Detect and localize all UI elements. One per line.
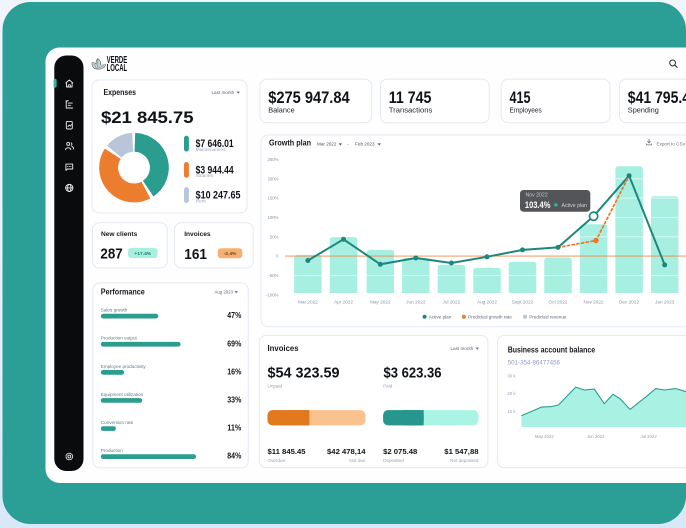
svg-text:Apr 2022: Apr 2022 — [334, 299, 353, 304]
svg-text:Active plan: Active plan — [562, 203, 587, 209]
svg-text:LOCAL: LOCAL — [107, 63, 128, 74]
svg-text:Sept 2022: Sept 2022 — [512, 299, 534, 304]
svg-text:Jun 2022: Jun 2022 — [406, 299, 426, 304]
svg-text:Maintenances: Maintenances — [196, 147, 226, 153]
svg-text:Unpaid: Unpaid — [268, 383, 283, 388]
svg-text:$41 795.48: $41 795.48 — [628, 89, 686, 107]
svg-text:Dec 2022: Dec 2022 — [619, 299, 639, 304]
svg-text:50%: 50% — [270, 234, 279, 239]
svg-text:Jun 2022: Jun 2022 — [587, 434, 605, 439]
svg-text:$54 323.59: $54 323.59 — [268, 365, 340, 381]
svg-text:Aug 2023: Aug 2023 — [215, 289, 234, 294]
svg-text:Business account balance: Business account balance — [508, 346, 596, 355]
svg-text:287: 287 — [100, 246, 122, 263]
svg-text:Nov 2022: Nov 2022 — [526, 192, 548, 198]
svg-text:Equipment utilization: Equipment utilization — [101, 392, 144, 397]
svg-text:415: 415 — [510, 89, 531, 107]
svg-text:Rent: Rent — [196, 199, 207, 205]
svg-text:Mar 2022: Mar 2022 — [317, 142, 337, 147]
svg-text:33%: 33% — [227, 396, 241, 405]
svg-text:Spending: Spending — [628, 105, 659, 114]
svg-text:Balance: Balance — [268, 105, 295, 114]
svg-text:69%: 69% — [227, 339, 241, 348]
svg-text:$11 845.45: $11 845.45 — [268, 447, 307, 456]
svg-text:Export to CSV: Export to CSV — [657, 141, 686, 146]
svg-text:Aug 2022: Aug 2022 — [477, 299, 497, 304]
svg-text:$2 075.48: $2 075.48 — [383, 447, 418, 456]
svg-text:Nov 2022: Nov 2022 — [584, 299, 604, 304]
svg-text:11%: 11% — [227, 424, 241, 433]
svg-text:$21 845.75: $21 845.75 — [101, 108, 194, 127]
svg-text:$10 247.65: $10 247.65 — [196, 190, 241, 202]
svg-text:$275 947.84: $275 947.84 — [268, 89, 350, 107]
svg-text:20 k: 20 k — [507, 391, 516, 396]
svg-text:Jul 2022: Jul 2022 — [443, 299, 461, 304]
svg-text:-100%: -100% — [266, 292, 279, 297]
svg-text:$3 623.36: $3 623.36 — [384, 365, 442, 381]
svg-text:Predicted growth rate: Predicted growth rate — [468, 315, 512, 320]
svg-text:150%: 150% — [268, 196, 279, 201]
svg-text:Employee productivity: Employee productivity — [101, 364, 147, 369]
svg-text:$3 944.44: $3 944.44 — [196, 164, 235, 176]
svg-text:+17.4%: +17.4% — [134, 251, 151, 257]
svg-text:250%: 250% — [268, 157, 279, 162]
svg-text:-2.4%: -2.4% — [224, 251, 237, 257]
svg-text:Paid: Paid — [383, 383, 393, 388]
svg-text:Feb 2023: Feb 2023 — [355, 142, 375, 147]
svg-text:Production: Production — [101, 448, 123, 453]
svg-text:Jul 2022: Jul 2022 — [640, 434, 657, 439]
svg-text:Transactions: Transactions — [389, 105, 433, 114]
svg-text:11 745: 11 745 — [389, 89, 432, 107]
svg-text:May 2022: May 2022 — [535, 434, 554, 439]
svg-text:Performance: Performance — [101, 287, 145, 296]
svg-text:Salaries: Salaries — [196, 173, 214, 179]
svg-text:Invoices: Invoices — [184, 231, 211, 238]
svg-text:$42 478,14: $42 478,14 — [327, 447, 366, 456]
svg-text:Not due: Not due — [349, 458, 366, 463]
svg-text:47%: 47% — [227, 311, 241, 320]
svg-text:VERDE: VERDE — [107, 55, 128, 66]
svg-text:Sales growth: Sales growth — [101, 308, 128, 313]
svg-text:Active plan: Active plan — [429, 315, 452, 320]
svg-text:30 k: 30 k — [507, 373, 516, 378]
svg-text:May 2022: May 2022 — [370, 299, 391, 304]
svg-text:103.4%: 103.4% — [525, 200, 551, 210]
svg-text:Production output: Production output — [101, 336, 138, 341]
svg-text:Invoices: Invoices — [268, 344, 300, 353]
svg-text:Deposited: Deposited — [383, 458, 404, 463]
svg-text:-50%: -50% — [268, 273, 278, 278]
svg-text:New clients: New clients — [101, 231, 138, 238]
svg-text:Last month: Last month — [451, 346, 474, 351]
svg-text:Last month: Last month — [212, 90, 235, 95]
svg-text:0: 0 — [276, 254, 279, 259]
svg-text:100%: 100% — [268, 215, 279, 220]
svg-text:Conversion rate: Conversion rate — [101, 420, 134, 425]
svg-text:84%: 84% — [227, 452, 241, 461]
svg-text:Mar 2022: Mar 2022 — [298, 299, 318, 304]
svg-text:-: - — [347, 142, 349, 147]
svg-text:Overdue: Overdue — [268, 458, 286, 463]
svg-text:Growth plan: Growth plan — [269, 137, 311, 147]
svg-text:Expenses: Expenses — [104, 88, 137, 97]
svg-text:$7 646.01: $7 646.01 — [196, 138, 234, 150]
svg-text:10 k: 10 k — [507, 409, 516, 414]
svg-text:161: 161 — [184, 246, 207, 263]
svg-text:16%: 16% — [227, 367, 241, 376]
svg-text:Employees: Employees — [510, 105, 542, 114]
svg-text:$1 547,88: $1 547,88 — [444, 447, 479, 456]
svg-text:501-354-86477456: 501-354-86477456 — [508, 360, 561, 367]
svg-text:Oct 2022: Oct 2022 — [548, 299, 567, 304]
svg-text:Not deposited: Not deposited — [450, 458, 479, 463]
svg-text:200%: 200% — [268, 176, 279, 181]
svg-text:Jan 2023: Jan 2023 — [655, 299, 675, 304]
svg-text:Predicted revenue: Predicted revenue — [529, 315, 567, 320]
